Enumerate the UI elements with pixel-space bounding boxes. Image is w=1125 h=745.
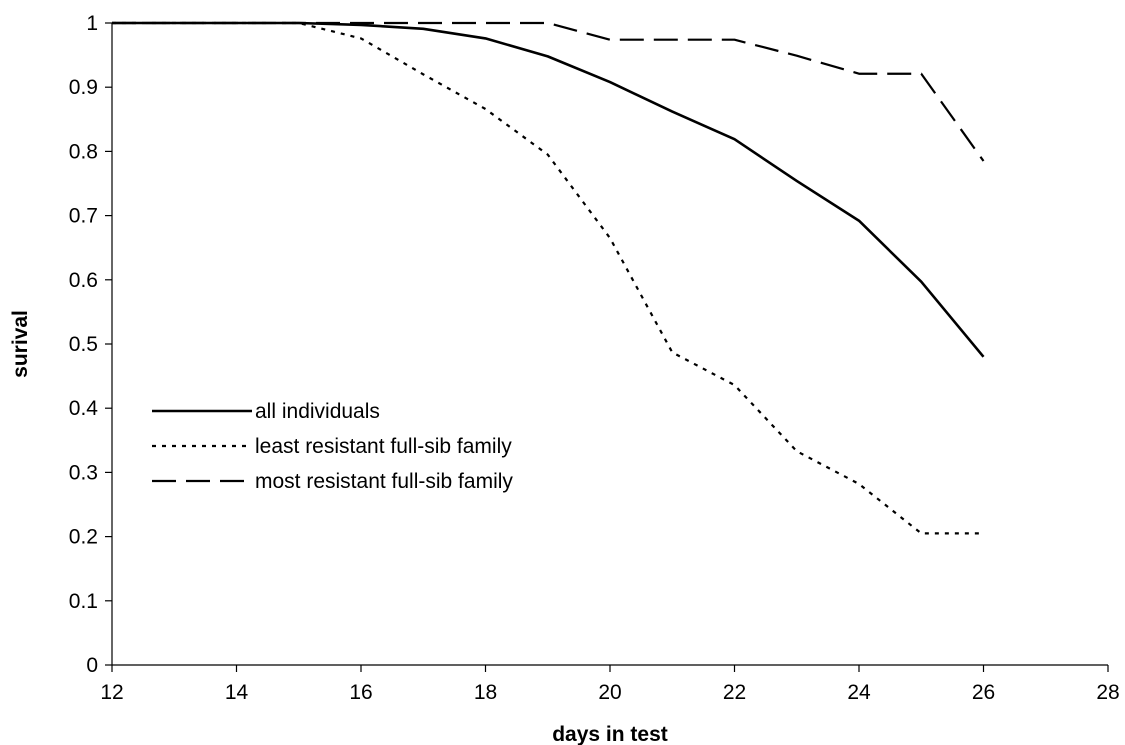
legend-label-2: least resistant full-sib family — [255, 435, 512, 458]
y-tick-label: 0 — [86, 654, 98, 677]
legend-label-3: most resistant full-sib family — [255, 470, 513, 493]
y-tick-label: 0.5 — [69, 333, 98, 356]
x-tick-label: 12 — [100, 681, 123, 704]
x-axis-title: days in test — [552, 723, 668, 745]
series-line-1 — [112, 21, 985, 358]
x-tick-label: 20 — [598, 681, 621, 704]
x-tick-label: 26 — [972, 681, 995, 704]
y-tick-label: 0.3 — [69, 461, 98, 484]
legend-label-1: all individuals — [255, 400, 380, 423]
x-tick-label: 14 — [225, 681, 249, 704]
y-tick-label: 0.9 — [69, 76, 98, 99]
x-tick-label: 18 — [474, 681, 497, 704]
x-tick-label: 22 — [723, 681, 746, 704]
y-tick-label: 0.8 — [69, 140, 98, 163]
y-tick-label: 0.2 — [69, 526, 98, 549]
y-tick-label: 0.6 — [69, 269, 98, 292]
series-lines — [112, 21, 985, 535]
series-line-2 — [112, 21, 984, 535]
x-tick-label: 24 — [847, 681, 871, 704]
legend: all individuals least resistant full-sib … — [152, 400, 513, 493]
y-tick-label: 1 — [86, 12, 98, 35]
y-tick-label: 0.1 — [69, 590, 98, 613]
x-tick-label: 16 — [349, 681, 372, 704]
x-tick-label: 28 — [1096, 681, 1119, 704]
axes: 0 0.1 0.2 0.3 0.4 0.5 0.6 0.7 0.8 0.9 1 12 14 16 18 20 2… — [69, 12, 1120, 704]
y-tick-label: 0.7 — [69, 205, 98, 228]
y-axis-title: surival — [9, 310, 32, 378]
series-line-3 — [112, 21, 985, 162]
y-tick-label: 0.4 — [69, 397, 99, 420]
